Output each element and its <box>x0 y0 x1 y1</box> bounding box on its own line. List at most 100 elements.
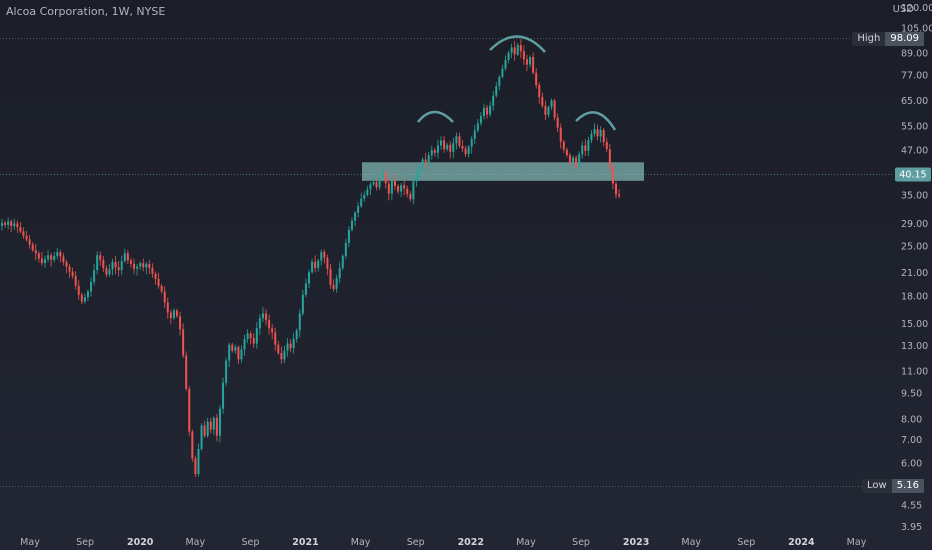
low-price-tag: Low 5.16 <box>862 479 924 494</box>
candle-body-11 <box>34 250 37 254</box>
candle-body-22 <box>68 266 71 272</box>
candle-body-136 <box>418 167 421 175</box>
x-tick-label-5: 2021 <box>292 537 318 548</box>
candle-body-182 <box>559 127 562 142</box>
candle-body-76 <box>234 347 237 351</box>
candle-body-99 <box>304 283 307 295</box>
y-tick-label-16: 9.50 <box>901 389 922 400</box>
candle-body-23 <box>71 271 74 276</box>
chart-title: Alcoa Corporation, 1W, NYSE <box>6 5 166 18</box>
candle-body-25 <box>77 285 80 295</box>
candle-body-16 <box>50 255 53 260</box>
candle-body-176 <box>541 97 544 106</box>
candle-body-148 <box>455 136 458 144</box>
candle-body-80 <box>246 333 249 340</box>
candle-body-37 <box>114 261 117 268</box>
candle-body-102 <box>314 261 317 269</box>
candle-body-92 <box>283 350 286 360</box>
candle-body-8 <box>25 235 28 240</box>
candle-body-113 <box>347 229 350 243</box>
candle-body-91 <box>280 353 283 360</box>
candle-body-163 <box>501 68 504 77</box>
candle-body-179 <box>550 100 553 107</box>
x-tick-label-8: 2022 <box>458 537 484 548</box>
candle-body-94 <box>289 343 292 349</box>
candle-body-192 <box>590 133 593 141</box>
x-tick-label-0: May <box>20 537 40 548</box>
candle-body-75 <box>231 344 234 351</box>
candle-body-6 <box>19 227 22 232</box>
candle-body-153 <box>470 138 473 147</box>
candle-body-17 <box>53 255 56 260</box>
x-tick-label-4: Sep <box>241 537 259 548</box>
candle-body-155 <box>476 123 479 131</box>
candle-body-160 <box>492 95 495 106</box>
candle-body-24 <box>74 275 77 286</box>
candle-body-111 <box>341 255 344 269</box>
candle-body-181 <box>556 117 559 128</box>
candle-body-106 <box>326 257 329 269</box>
x-tick-label-1: Sep <box>76 537 94 548</box>
candle-body-4 <box>13 223 16 227</box>
x-tick-label-3: May <box>185 537 205 548</box>
candle-body-50 <box>154 273 157 279</box>
x-tick-label-7: Sep <box>407 537 425 548</box>
candle-body-103 <box>317 260 320 269</box>
candle-body-58 <box>179 316 182 330</box>
candle-body-109 <box>335 278 338 290</box>
candle-body-36 <box>111 261 114 270</box>
candle-body-154 <box>473 130 476 139</box>
candle-body-188 <box>578 154 581 167</box>
candle-body-135 <box>415 174 418 182</box>
x-tick-label-15: May <box>847 537 867 548</box>
candle-body-14 <box>43 259 46 264</box>
candle-body-2 <box>7 221 10 225</box>
candle-body-97 <box>298 313 301 331</box>
candle-body-18 <box>56 252 59 256</box>
candle-body-21 <box>65 261 68 267</box>
candle-body-197 <box>605 142 608 150</box>
candle-body-45 <box>139 263 142 267</box>
y-tick-label-6: 47.00 <box>901 146 928 157</box>
head-arc <box>489 35 546 53</box>
candle-body-55 <box>169 312 172 319</box>
candle-body-108 <box>332 285 335 290</box>
y-tick-label-5: 55.00 <box>901 122 928 133</box>
candle-body-166 <box>510 47 513 53</box>
currency-label: USD <box>892 4 914 15</box>
candle-body-132 <box>406 188 409 195</box>
candle-body-144 <box>443 140 446 150</box>
candle-body-13 <box>40 258 43 264</box>
x-tick-label-13: Sep <box>737 537 755 548</box>
candle-body-142 <box>436 145 439 153</box>
candle-body-198 <box>608 149 611 168</box>
candle-body-129 <box>397 186 400 192</box>
candle-body-33 <box>102 259 105 269</box>
y-tick-label-1: 105.00 <box>901 23 932 34</box>
candle-body-29 <box>90 281 93 292</box>
candle-body-47 <box>145 263 148 268</box>
candle-body-60 <box>185 355 188 389</box>
y-tick-label-9: 29.00 <box>901 219 928 230</box>
candle-body-19 <box>59 252 62 257</box>
candle-body-112 <box>344 242 347 256</box>
candle-body-34 <box>105 268 108 275</box>
candle-body-20 <box>62 256 65 262</box>
candle-body-138 <box>424 159 427 164</box>
candle-body-199 <box>611 167 614 184</box>
candle-body-42 <box>129 260 132 264</box>
candle-body-126 <box>387 183 390 194</box>
y-tick-label-4: 65.00 <box>901 96 928 107</box>
candle-body-118 <box>363 194 366 199</box>
candle-body-140 <box>430 150 433 156</box>
candle-body-53 <box>163 291 166 303</box>
candle-body-96 <box>295 330 298 340</box>
y-tick-label-3: 77.00 <box>901 70 928 81</box>
candle-body-31 <box>96 255 99 271</box>
candle-body-81 <box>249 333 252 338</box>
candle-body-12 <box>37 253 40 259</box>
y-tick-label-17: 8.00 <box>901 415 922 426</box>
candle-body-161 <box>495 86 498 96</box>
candle-body-186 <box>572 157 575 163</box>
